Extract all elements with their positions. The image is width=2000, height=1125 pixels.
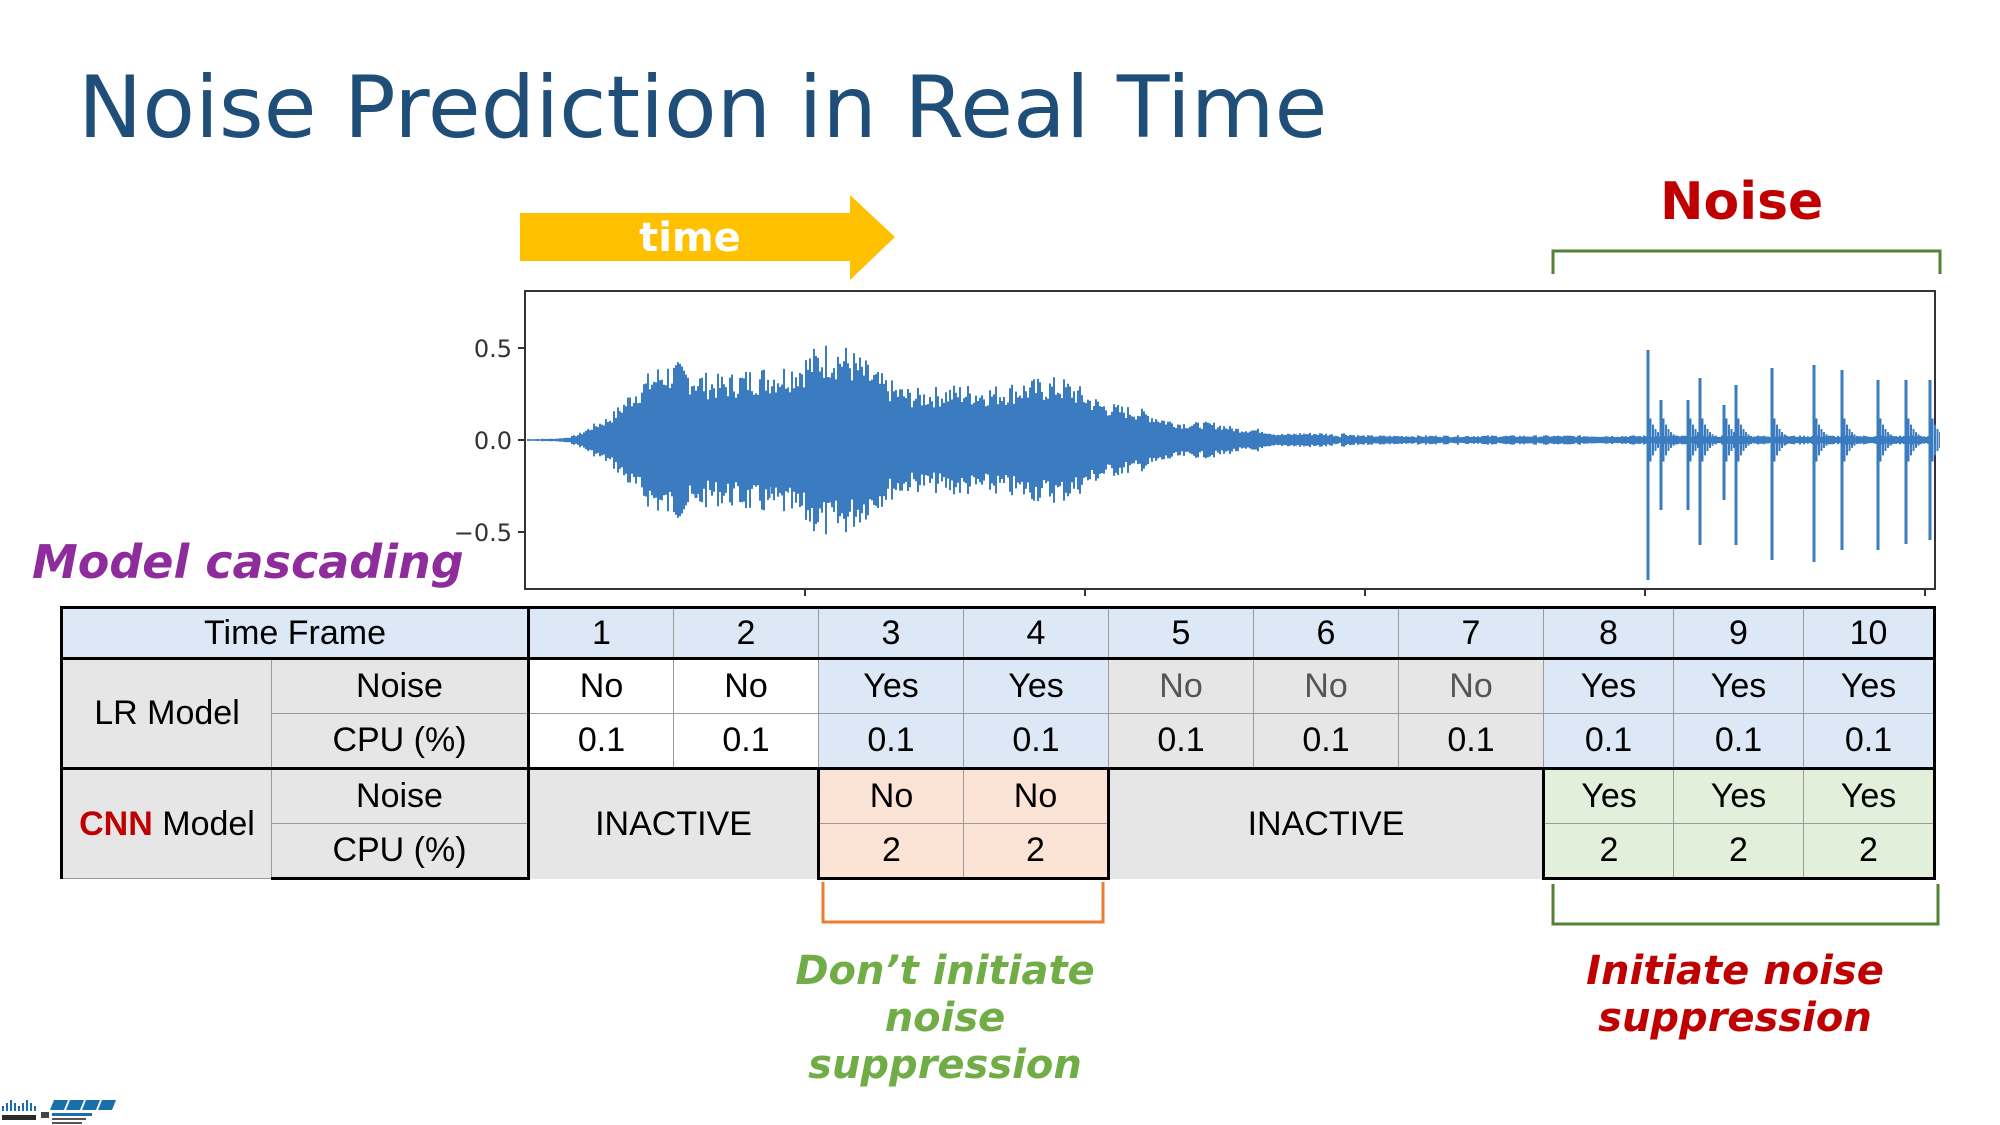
lr-noise-label: Noise xyxy=(270,657,531,714)
cnn-cpu-label: CPU (%) xyxy=(270,823,531,880)
lr-noise-value: Yes xyxy=(1803,657,1937,714)
lr-noise-value: Yes xyxy=(963,657,1110,714)
annotation-line: suppression xyxy=(808,1042,1082,1088)
frame-number: 4 xyxy=(963,606,1110,659)
cnn-cpu-value: 2 xyxy=(963,823,1111,880)
cnn-noise-value: Yes xyxy=(1542,768,1675,824)
frame-number: 9 xyxy=(1673,606,1805,659)
lr-cpu-value: 0.1 xyxy=(673,713,820,770)
audio-waveform-plot: 0.5 0.0 −0.5 xyxy=(454,290,1940,596)
lr-cpu-value: 0.1 xyxy=(1543,713,1675,770)
lr-noise-value: No xyxy=(1253,657,1400,714)
lr-noise-value: Yes xyxy=(1543,657,1675,714)
y-tick-label: 0.5 xyxy=(474,335,512,363)
lr-cpu-value: 0.1 xyxy=(818,713,965,770)
lr-noise-value: Yes xyxy=(818,657,965,714)
frame-number: 6 xyxy=(1253,606,1400,659)
lr-cpu-value: 0.1 xyxy=(1673,713,1805,770)
annotation-line: Don’t initiate xyxy=(795,948,1095,994)
annotation-line: noise xyxy=(884,995,1006,1041)
dont-initiate-annotation: Don’t initiate noise suppression xyxy=(760,948,1130,1089)
initiate-annotation: Initiate noise suppression xyxy=(1535,948,1935,1042)
lr-cpu-value: 0.1 xyxy=(963,713,1110,770)
cnn-word: CNN xyxy=(79,804,153,843)
lr-noise-value: Yes xyxy=(1673,657,1805,714)
cnn-cpu-value: 2 xyxy=(1803,823,1937,880)
time-label: time xyxy=(639,215,741,261)
y-tick-label: 0.0 xyxy=(474,427,512,455)
frame-number: 7 xyxy=(1398,606,1545,659)
frame-number: 8 xyxy=(1543,606,1675,659)
cnn-noise-label: Noise xyxy=(270,768,531,824)
model-cascade-table: Time Frame 1 2 3 4 5 6 7 8 9 10 LR Model… xyxy=(59,606,1937,880)
cnn-noise-value: Yes xyxy=(1673,768,1805,824)
cnn-noise-value: No xyxy=(817,768,965,824)
dont-initiate-bracket xyxy=(821,882,1105,924)
lr-noise-value: No xyxy=(673,657,820,714)
lr-model-label: LR Model xyxy=(60,657,272,770)
time-arrow-icon xyxy=(520,195,895,280)
cnn-noise-value: No xyxy=(963,768,1111,824)
initiate-bracket xyxy=(1551,884,1940,926)
lr-noise-value: No xyxy=(1108,657,1255,714)
cnn-model-label: CNN Model xyxy=(60,768,272,879)
cnn-noise-value: Yes xyxy=(1803,768,1937,824)
cnn-inactive-block: INACTIVE xyxy=(528,768,819,879)
annotation-line: Initiate noise xyxy=(1586,948,1884,994)
cnn-inactive-block: INACTIVE xyxy=(1108,768,1544,879)
frame-number: 10 xyxy=(1803,606,1937,659)
lr-cpu-value: 0.1 xyxy=(528,713,675,770)
frame-number: 5 xyxy=(1108,606,1255,659)
slide-title: Noise Prediction in Real Time xyxy=(78,58,1328,158)
frame-number: 1 xyxy=(528,606,675,659)
frame-number: 3 xyxy=(818,606,965,659)
lr-cpu-value: 0.1 xyxy=(1108,713,1255,770)
cnn-cpu-value: 2 xyxy=(1673,823,1805,880)
lr-cpu-value: 0.1 xyxy=(1398,713,1545,770)
time-frame-header: Time Frame xyxy=(59,606,531,659)
lr-noise-value: No xyxy=(528,657,675,714)
partner-logos-icon xyxy=(2,1100,116,1124)
y-tick-label: −0.5 xyxy=(454,519,512,547)
cnn-cpu-value: 2 xyxy=(1542,823,1675,880)
annotation-line: suppression xyxy=(1598,995,1872,1041)
frame-number: 2 xyxy=(673,606,820,659)
lr-cpu-value: 0.1 xyxy=(1253,713,1400,770)
noise-label: Noise xyxy=(1660,172,1824,232)
noise-bracket-top xyxy=(1551,249,1942,274)
cnn-cpu-value: 2 xyxy=(817,823,965,880)
model-cascading-label: Model cascading xyxy=(32,535,464,589)
lr-cpu-label: CPU (%) xyxy=(270,713,531,770)
cnn-model-word: Model xyxy=(152,804,255,843)
lr-cpu-value: 0.1 xyxy=(1803,713,1937,770)
lr-noise-value: No xyxy=(1398,657,1545,714)
